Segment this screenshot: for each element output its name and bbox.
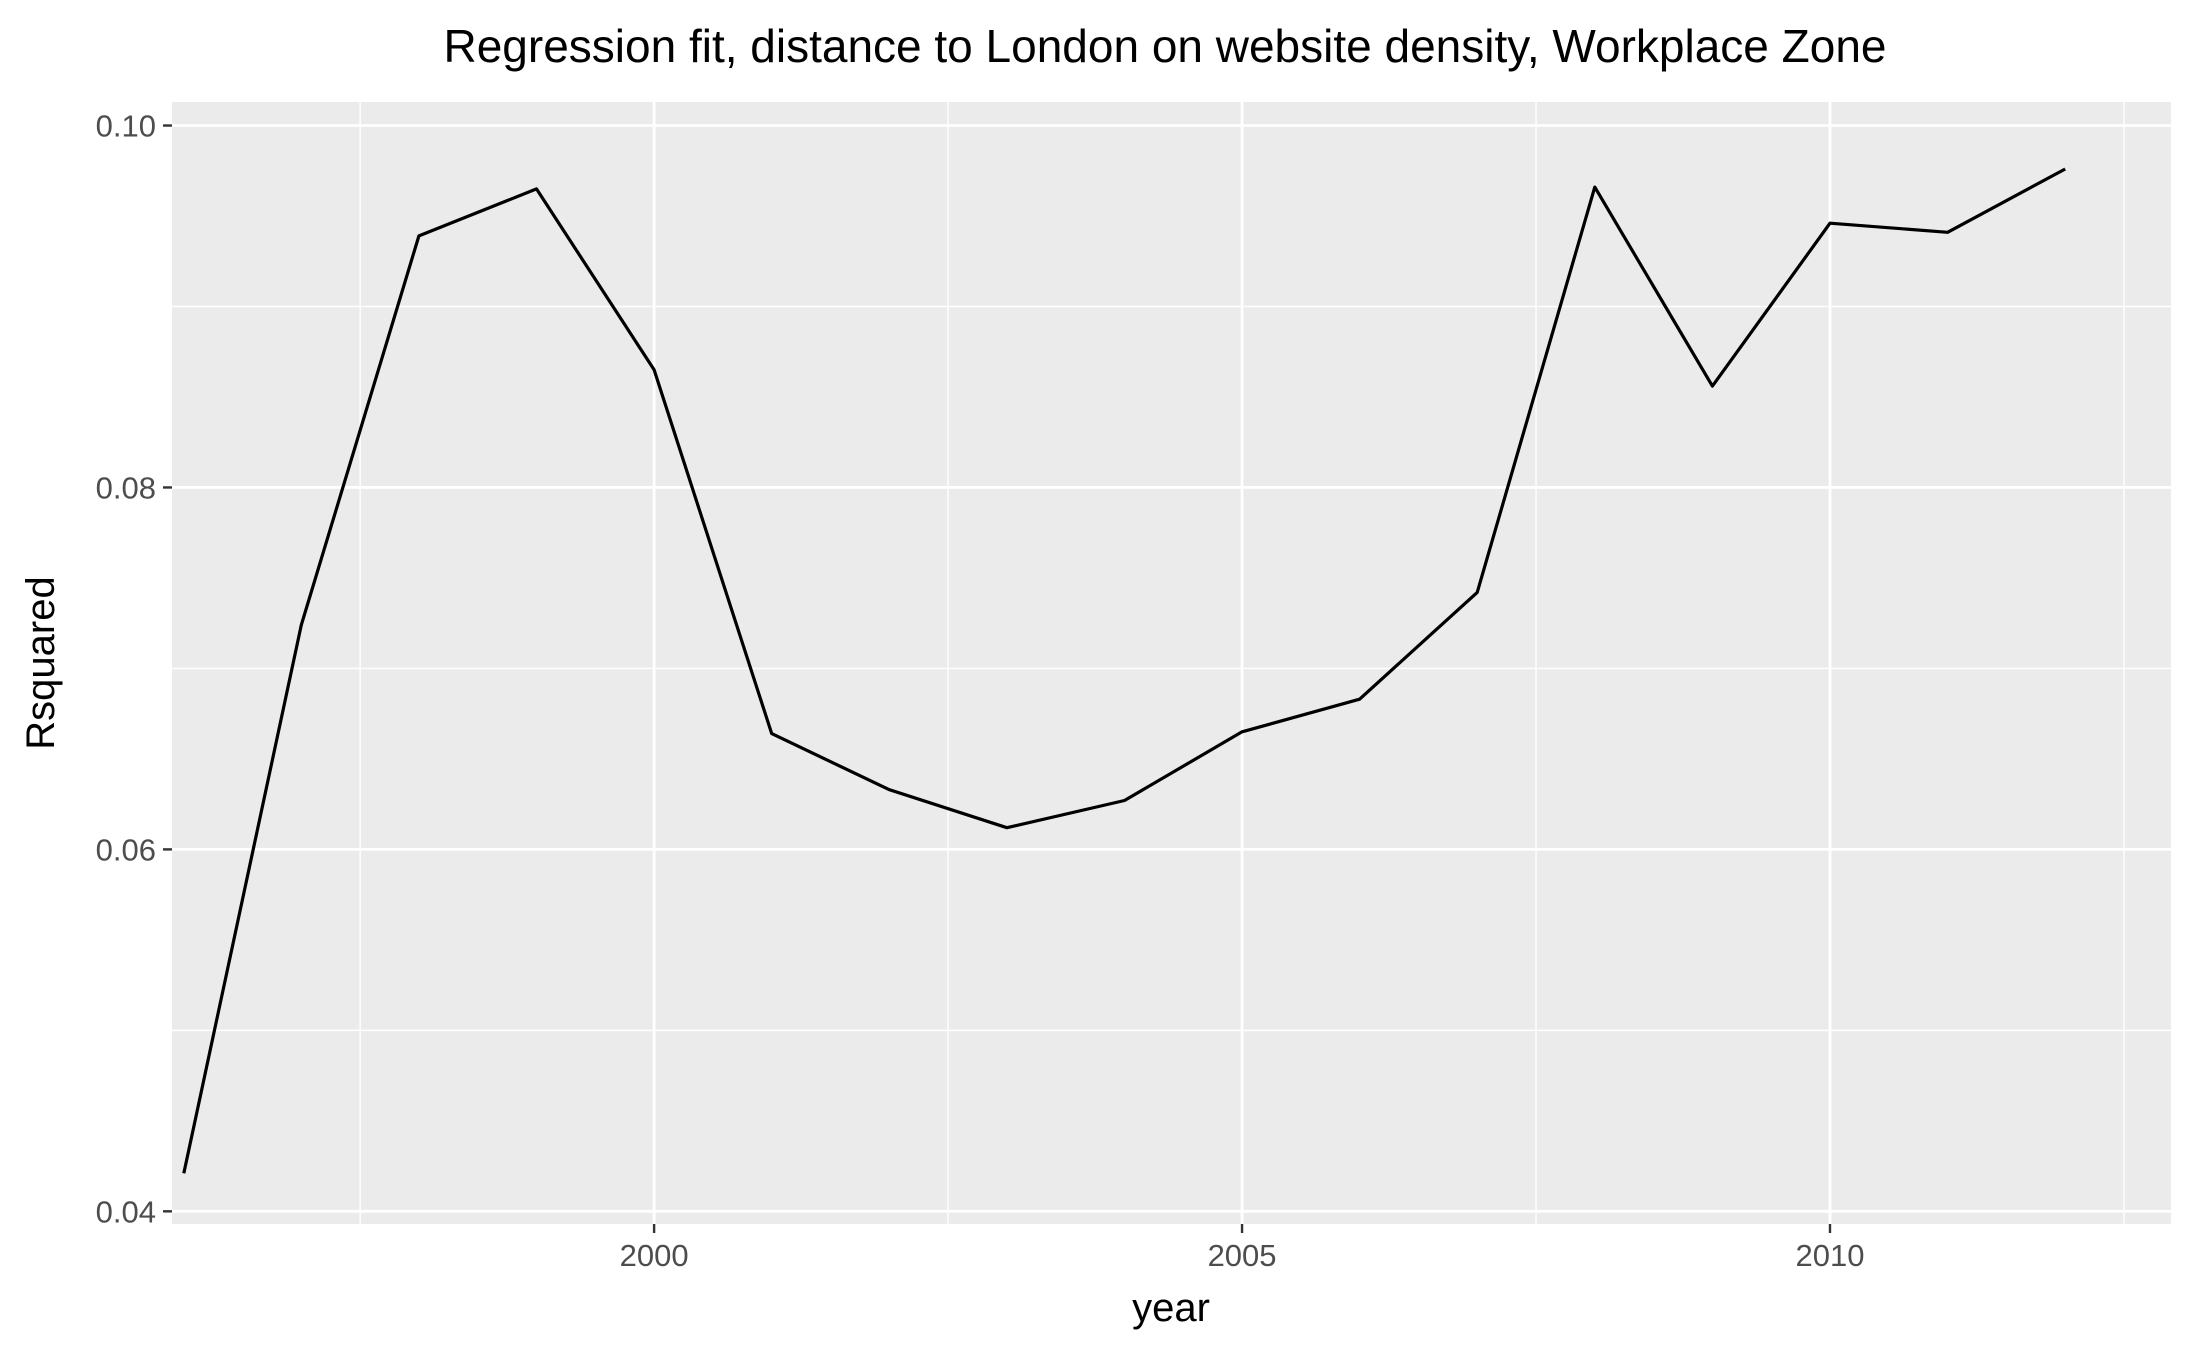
x-tick-label-1: 2005 (1208, 1238, 1277, 1273)
y-tick-label-3: 0.10 (96, 109, 156, 144)
x-tick-label-0: 2000 (620, 1238, 689, 1273)
y-tick-label-2: 0.08 (96, 470, 156, 505)
x-tick-label-2: 2010 (1796, 1238, 1865, 1273)
series-layer (182, 167, 2066, 1174)
axes: 2000 2005 2010 0.04 0.06 0.08 0.10 (96, 109, 1865, 1273)
plot-panel (172, 102, 2171, 1224)
chart-title: Regression fit, distance to London on we… (443, 20, 1886, 72)
y-tick-label-1: 0.06 (96, 832, 156, 867)
grid-lines (172, 102, 2171, 1224)
y-axis-title: Rsquared (19, 576, 63, 749)
series-line-0 (182, 167, 2066, 1174)
y-tick-label-0: 0.04 (96, 1194, 156, 1229)
x-axis-title: year (1132, 1286, 1210, 1330)
